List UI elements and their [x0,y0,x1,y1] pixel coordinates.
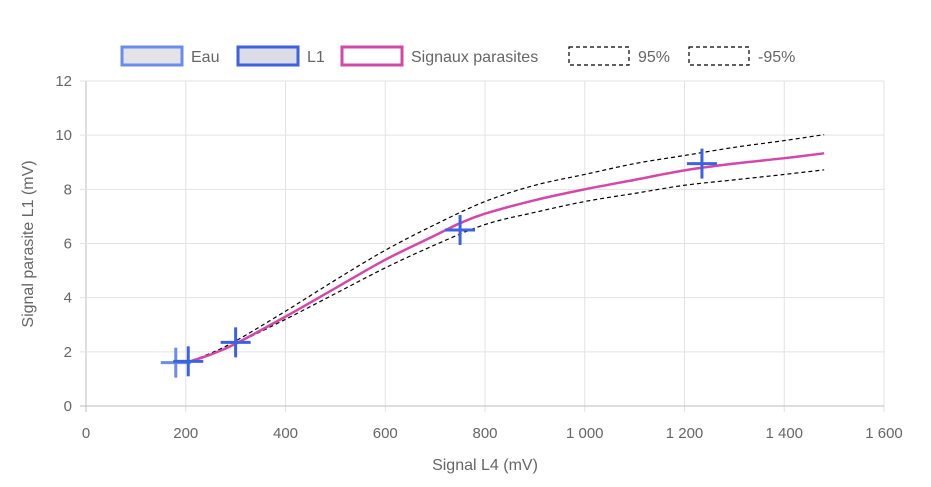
legend-item-95[interactable]: -95% [688,46,795,66]
legend-label: Eau [191,49,219,66]
legend-swatch [120,45,184,67]
legend-item-95[interactable]: 95% [568,46,670,66]
y-tick-label: 6 [64,236,72,253]
y-tick-label: 10 [55,127,72,144]
x-tick-label: 800 [472,425,497,442]
data-point-l1 [445,214,476,245]
ticks: 0 200 400 600 800 1 000 1 200 1 400 1 600 0 2 4 6 8 10… [55,73,902,442]
legend-item-l1[interactable]: L1 [236,45,325,67]
legend-swatch [568,46,630,66]
x-tick-label: 1 600 [865,425,903,442]
data-point-l1 [173,346,204,377]
y-tick-label: 0 [64,398,72,415]
legend-label: 95% [638,49,670,66]
x-tick-label: 0 [82,425,90,442]
legend-label: L1 [307,49,325,66]
x-tick-label: 1 000 [566,425,604,442]
series-line-95 [185,134,825,364]
legend-swatch [688,46,750,66]
series-line-95 [185,169,825,364]
data-point-l1 [686,148,717,179]
y-tick-label: 8 [64,181,72,198]
series-line-signaux-parasites [185,152,825,364]
legend-label: -95% [758,49,795,66]
x-tick-label: 1 200 [666,425,704,442]
legend-swatch [340,45,404,67]
x-tick-label: 600 [373,425,398,442]
y-tick-label: 4 [64,290,72,307]
legend-item-eau[interactable]: Eau [120,45,219,67]
y-axis-title: Signal parasite L1 (mV) [20,160,37,327]
x-tick-label: 400 [273,425,298,442]
legend-swatch [236,45,300,67]
x-axis-title: Signal L4 (mV) [432,457,538,474]
y-tick-label: 12 [55,73,72,90]
legend-label: Signaux parasites [411,49,538,66]
series [160,134,825,378]
data-point-l1 [220,327,251,358]
y-tick-label: 2 [64,344,72,361]
x-tick-label: 200 [173,425,198,442]
legend[interactable]: Eau L1 Signaux parasites 95% -95% [120,45,795,67]
x-tick-label: 1 400 [765,425,803,442]
legend-item-signaux-parasites[interactable]: Signaux parasites [340,45,538,67]
